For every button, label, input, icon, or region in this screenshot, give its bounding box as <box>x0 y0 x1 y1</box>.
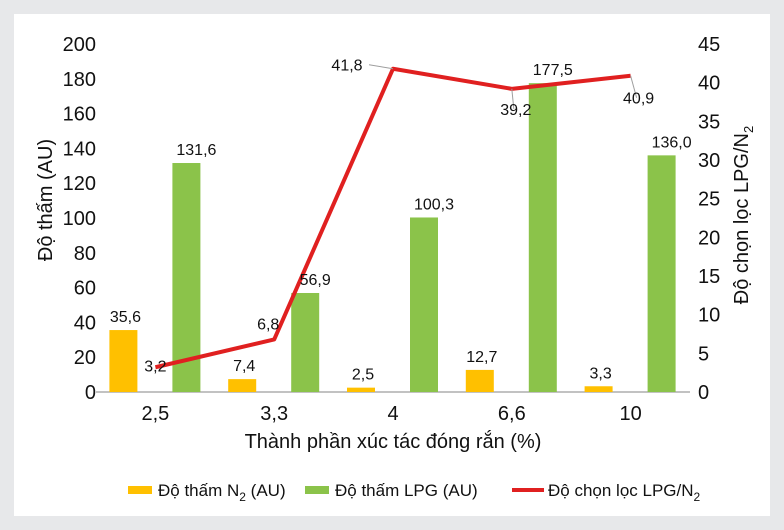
x-tick-label: 3,3 <box>260 403 288 425</box>
bar-lpg-permeability <box>410 217 438 392</box>
right-axis-ticks: 0 5 10 15 20 25 30 35 40 45 <box>698 34 720 404</box>
y-tick-label: 40 <box>74 312 96 334</box>
y2-axis-title: Độ chọn lọc LPG/N2 <box>731 126 756 304</box>
selectivity-data-label: 40,9 <box>623 91 654 108</box>
y2-tick-label: 0 <box>698 382 709 404</box>
y-tick-label: 100 <box>63 208 96 230</box>
y2-axis-title-text: Độ chọn lọc LPG/N2 <box>731 126 756 304</box>
selectivity-data-label: 6,8 <box>257 316 279 333</box>
bar-n2-permeability <box>584 386 613 392</box>
x-axis-title: Thành phần xúc tác đóng rắn (%) <box>245 430 542 453</box>
y2-tick-label: 35 <box>698 111 720 133</box>
y-tick-label: 120 <box>63 173 96 195</box>
selectivity-label-leader <box>511 88 515 109</box>
y-axis-title: Độ thấm (AU) <box>35 139 57 261</box>
legend: Độ thấm N2 (AU) Độ thấm LPG (AU) Độ chọn l… <box>128 481 701 504</box>
y2-tick-label: 40 <box>698 73 720 95</box>
legend-swatch <box>128 486 152 494</box>
legend-label: Độ chọn lọc LPG/N2 <box>548 481 701 504</box>
bar-lpg-permeability <box>172 163 201 392</box>
bars <box>109 83 676 393</box>
bar-n2-permeability <box>465 369 494 392</box>
n2-data-label: 2,5 <box>352 367 374 384</box>
x-axis-ticks: 2,5 3,3 4 6,6 10 <box>141 403 641 425</box>
legend-label: Độ thấm N2 (AU) <box>158 481 286 504</box>
lpg-data-label: 177,5 <box>533 62 573 79</box>
bar-n2-permeability <box>347 387 375 392</box>
y2-tick-label: 5 <box>698 343 709 365</box>
y-tick-label: 20 <box>74 347 96 369</box>
n2-data-label: 7,4 <box>233 358 255 375</box>
y2-tick-label: 25 <box>698 189 720 211</box>
x-tick-label: 6,6 <box>498 403 526 425</box>
x-tick-label: 2,5 <box>141 403 169 425</box>
n2-data-label: 3,3 <box>589 365 611 382</box>
bar-lpg-permeability <box>528 83 557 393</box>
x-tick-label: 4 <box>387 403 398 425</box>
y2-tick-label: 15 <box>698 266 720 288</box>
y2-tick-label: 20 <box>698 227 720 249</box>
n2-data-label: 12,7 <box>466 349 497 366</box>
y2-tick-label: 10 <box>698 305 720 327</box>
data-labels: 35,6 7,4 2,5 12,7 3,3 131,6 56,9 100,3 177,5 136,… <box>110 58 692 384</box>
y2-tick-label: 45 <box>698 34 720 56</box>
lpg-data-label: 136,0 <box>652 134 692 151</box>
bar-lpg-permeability <box>291 292 320 392</box>
y-tick-label: 80 <box>74 243 96 265</box>
legend-swatch <box>305 486 329 494</box>
legend-label: Độ thấm LPG (AU) <box>335 481 478 500</box>
y-tick-label: 160 <box>63 104 96 126</box>
selectivity-label-leader <box>368 64 394 70</box>
y2-tick-label: 30 <box>698 150 720 172</box>
y-tick-label: 60 <box>74 278 96 300</box>
chart-panel <box>14 14 770 516</box>
x-tick-label: 10 <box>619 403 641 425</box>
selectivity-data-label: 3,2 <box>144 358 166 375</box>
y-tick-label: 0 <box>85 382 96 404</box>
selectivity-label-leader <box>630 75 638 98</box>
selectivity-data-label: 39,2 <box>500 102 531 119</box>
bar-n2-permeability <box>228 379 257 392</box>
selectivity-line-layer <box>154 66 631 370</box>
y-tick-label: 200 <box>63 34 96 56</box>
selectivity-line <box>154 66 631 370</box>
lpg-data-label: 56,9 <box>300 272 331 289</box>
y-tick-label: 180 <box>63 69 96 91</box>
bar-lpg-permeability <box>647 155 676 392</box>
bar-n2-permeability <box>109 330 138 392</box>
lpg-data-label: 131,6 <box>176 142 216 159</box>
selectivity-data-label: 41,8 <box>331 58 362 75</box>
legend-item: Độ chọn lọc LPG/N2 <box>512 481 701 504</box>
y-tick-label: 140 <box>63 138 96 160</box>
lpg-data-label: 100,3 <box>414 196 454 213</box>
left-axis-ticks: 0 20 40 60 80 100 120 140 160 180 200 <box>63 34 96 404</box>
legend-item: Độ thấm N2 (AU) <box>128 481 286 504</box>
legend-item: Độ thấm LPG (AU) <box>305 481 478 500</box>
n2-data-label: 35,6 <box>110 309 141 326</box>
